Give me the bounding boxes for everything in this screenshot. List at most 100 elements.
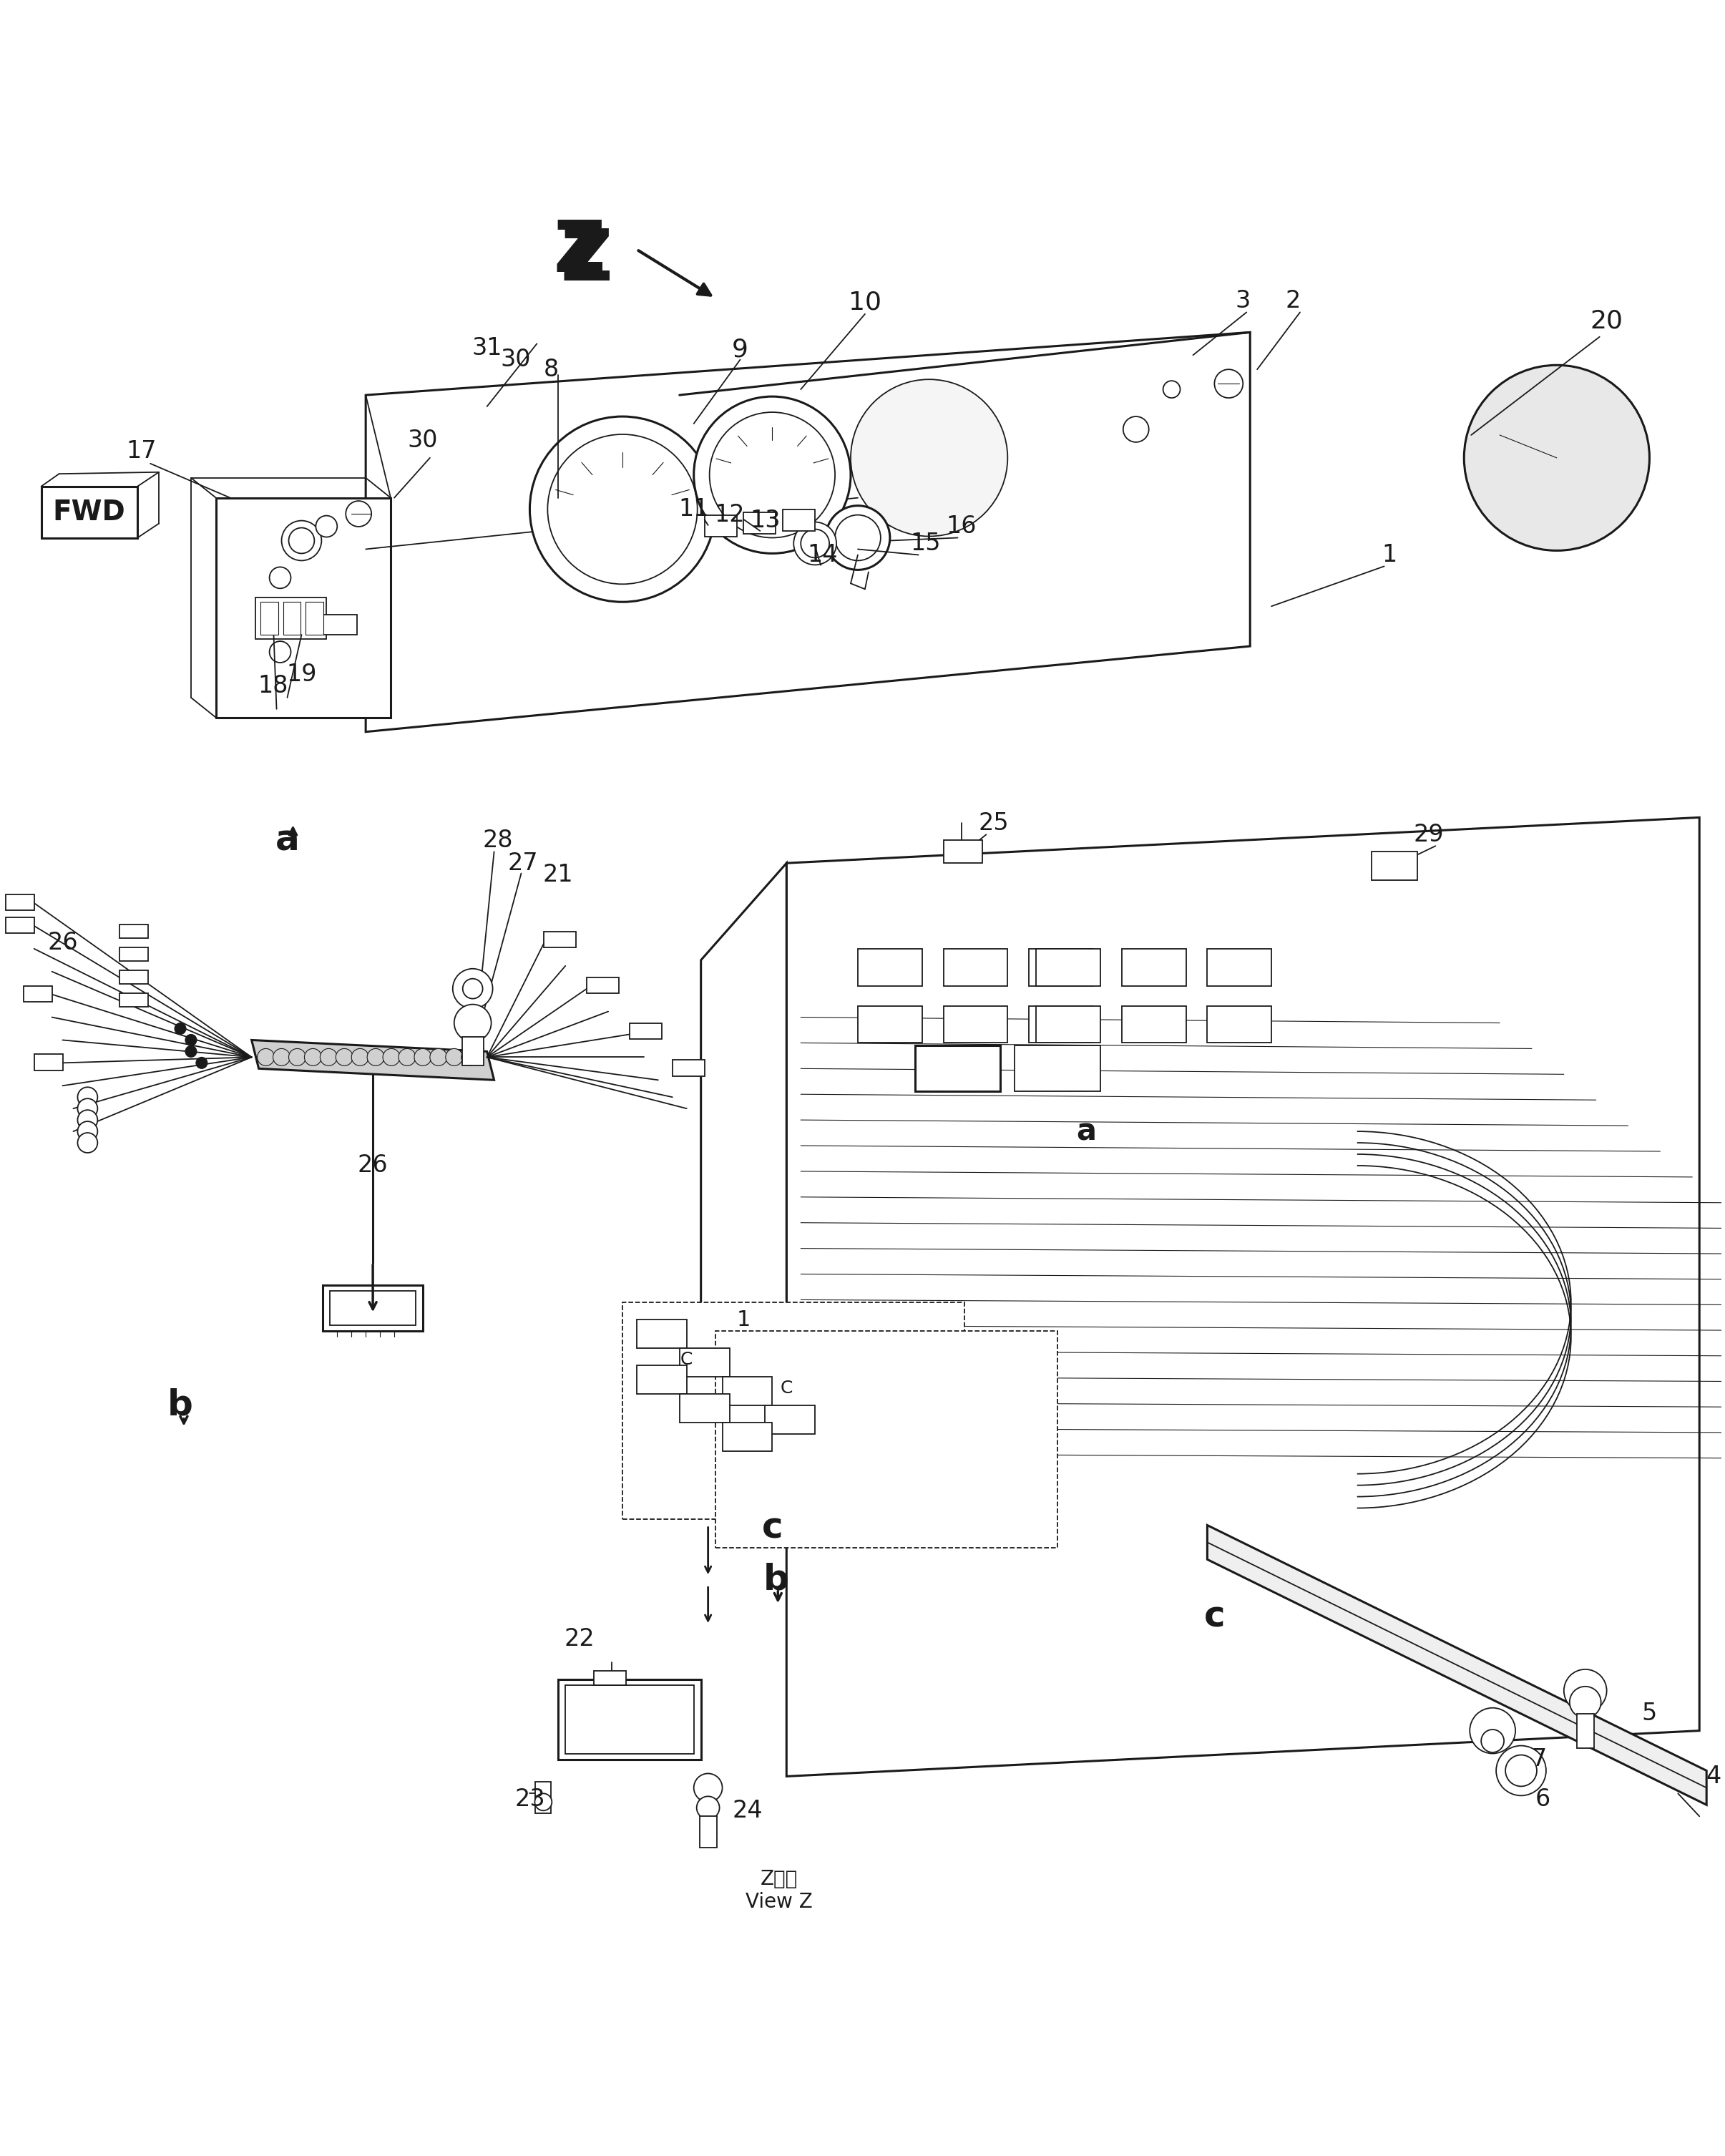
Circle shape: [185, 1035, 197, 1046]
Bar: [1208, 949, 1271, 985]
Polygon shape: [1208, 1524, 1706, 1805]
Polygon shape: [252, 1039, 493, 1080]
Circle shape: [1570, 1686, 1601, 1718]
Bar: [914, 1046, 1001, 1091]
Text: 14: 14: [807, 543, 837, 567]
Bar: [283, 602, 300, 634]
Text: 2: 2: [1285, 289, 1301, 313]
Text: a: a: [1076, 1117, 1095, 1147]
Circle shape: [316, 515, 336, 537]
Text: 11: 11: [678, 498, 709, 522]
Bar: [586, 977, 619, 994]
Polygon shape: [216, 498, 390, 718]
Bar: [329, 1291, 416, 1326]
Text: 31: 31: [471, 336, 502, 360]
Bar: [323, 1285, 423, 1330]
Circle shape: [288, 1048, 305, 1065]
Bar: [1121, 1007, 1185, 1044]
Bar: [34, 1054, 62, 1069]
Text: 25: 25: [978, 811, 1009, 834]
Bar: [1030, 1007, 1094, 1044]
Text: 7: 7: [1532, 1746, 1547, 1770]
Circle shape: [78, 1121, 98, 1141]
Text: b: b: [762, 1563, 788, 1598]
Bar: [623, 1302, 964, 1520]
Text: 13: 13: [750, 509, 780, 533]
Circle shape: [1565, 1669, 1606, 1712]
Circle shape: [462, 979, 483, 998]
Circle shape: [697, 1796, 719, 1820]
Text: 18: 18: [257, 675, 288, 699]
Text: C: C: [780, 1380, 794, 1397]
Text: Z: Z: [554, 218, 605, 287]
Circle shape: [383, 1048, 400, 1065]
Bar: [1037, 949, 1101, 985]
Bar: [716, 1330, 1057, 1548]
Bar: [1577, 1714, 1594, 1749]
Text: 27: 27: [507, 852, 538, 875]
Text: 8: 8: [543, 358, 559, 382]
Text: Z: Z: [561, 226, 612, 295]
Text: 28: 28: [483, 828, 512, 852]
Bar: [255, 597, 326, 638]
Bar: [680, 1348, 730, 1378]
Circle shape: [321, 1048, 336, 1065]
Bar: [944, 1007, 1007, 1044]
Circle shape: [1163, 382, 1180, 399]
Circle shape: [345, 500, 371, 526]
Circle shape: [835, 515, 881, 561]
Circle shape: [800, 528, 830, 558]
Circle shape: [1482, 1729, 1504, 1753]
Text: 6: 6: [1535, 1787, 1551, 1811]
Text: C: C: [680, 1352, 693, 1369]
Bar: [543, 931, 576, 949]
Text: Z　視: Z 視: [761, 1869, 799, 1889]
Bar: [119, 970, 148, 983]
Text: 10: 10: [849, 291, 881, 315]
Bar: [723, 1378, 773, 1406]
Bar: [630, 1022, 662, 1039]
Text: 12: 12: [714, 502, 745, 526]
Text: 1: 1: [737, 1309, 750, 1330]
Circle shape: [78, 1100, 98, 1119]
Text: 20: 20: [1590, 308, 1623, 332]
Text: c: c: [1204, 1600, 1225, 1634]
Bar: [637, 1319, 687, 1348]
Circle shape: [452, 968, 493, 1009]
Circle shape: [304, 1048, 321, 1065]
Polygon shape: [366, 332, 1251, 731]
Circle shape: [197, 1056, 207, 1069]
Circle shape: [535, 1794, 552, 1811]
Bar: [857, 949, 923, 985]
Bar: [593, 1671, 626, 1686]
Text: 22: 22: [564, 1628, 595, 1651]
Bar: [673, 1061, 704, 1076]
Circle shape: [850, 379, 1007, 537]
Text: 9: 9: [731, 336, 749, 362]
Bar: [680, 1395, 730, 1423]
Circle shape: [78, 1110, 98, 1130]
Bar: [1121, 949, 1185, 985]
Bar: [260, 602, 278, 634]
Circle shape: [1465, 364, 1649, 550]
Circle shape: [693, 397, 850, 554]
Circle shape: [269, 567, 292, 589]
Bar: [704, 515, 737, 537]
Circle shape: [794, 522, 837, 565]
Bar: [462, 1037, 483, 1065]
Polygon shape: [700, 862, 787, 1416]
Circle shape: [1470, 1708, 1515, 1753]
Text: 17: 17: [126, 440, 157, 464]
Text: a: a: [276, 824, 300, 858]
Bar: [566, 1686, 693, 1753]
Bar: [305, 602, 324, 634]
Text: FWD: FWD: [52, 498, 126, 526]
Bar: [119, 925, 148, 938]
Bar: [559, 1680, 700, 1759]
Circle shape: [1496, 1746, 1546, 1796]
Circle shape: [1123, 416, 1149, 442]
Circle shape: [78, 1087, 98, 1108]
Bar: [119, 994, 148, 1007]
Bar: [723, 1423, 773, 1451]
Circle shape: [445, 1048, 462, 1065]
